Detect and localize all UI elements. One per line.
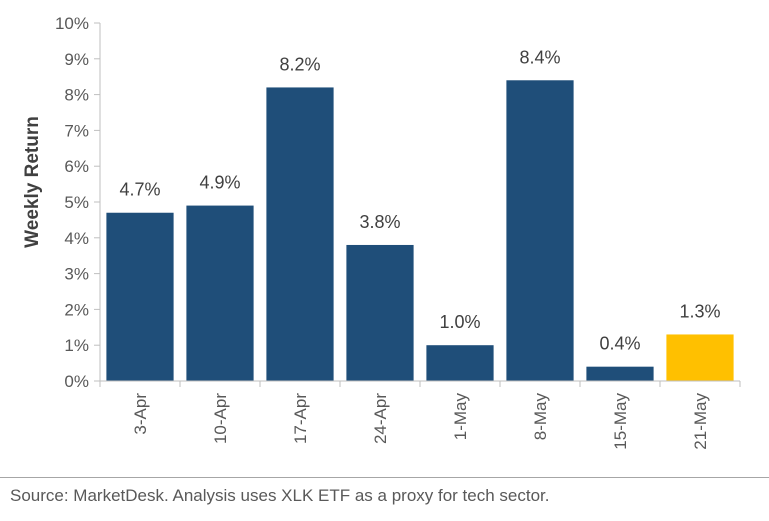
bar-chart: 0% 1% 2% 3% 4% 5% 6% 7% 8% 9% 10% 4.7% 4.9% 8.2% 3.8%… [22, 14, 741, 450]
bar-1-may [426, 345, 494, 381]
bar-15-may [586, 366, 654, 381]
bar-17-apr [266, 87, 334, 381]
footer-divider [0, 477, 769, 478]
bar-3-apr [106, 212, 174, 381]
y-axis: 0% 1% 2% 3% 4% 5% 6% 7% 8% 9% 10% [55, 14, 101, 391]
y-tick-label: 9% [64, 50, 89, 69]
y-tick-label: 0% [64, 372, 89, 391]
data-labels: 4.7% 4.9% 8.2% 3.8% 1.0% 8.4% 0.4% 1.3% [119, 47, 720, 353]
data-label: 4.9% [199, 173, 240, 193]
data-label: 4.7% [119, 180, 160, 200]
y-axis-title: Weekly Return [22, 116, 43, 248]
y-tick-label: 3% [64, 265, 89, 284]
y-tick-label: 5% [64, 193, 89, 212]
y-tick-label: 2% [64, 300, 89, 319]
x-axis: 3-Apr 10-Apr 17-Apr 24-Apr 1-May 8-May 15-May 2… [99, 380, 741, 450]
y-tick-label: 7% [64, 121, 89, 140]
x-tick-label: 3-Apr [131, 393, 150, 435]
data-label: 8.2% [279, 54, 320, 74]
bar-10-apr [186, 205, 254, 381]
data-label: 8.4% [519, 47, 560, 67]
y-tick-label: 4% [64, 229, 89, 248]
y-tick-label: 8% [64, 86, 89, 105]
x-tick-label: 21-May [691, 393, 710, 450]
data-label: 1.3% [679, 301, 720, 321]
bar-8-may [506, 80, 574, 381]
y-tick-label: 6% [64, 157, 89, 176]
bars [106, 80, 734, 381]
bar-24-apr [346, 244, 414, 381]
x-tick-label: 17-Apr [291, 393, 310, 444]
data-label: 3.8% [359, 212, 400, 232]
data-label: 1.0% [439, 312, 480, 332]
data-label: 0.4% [599, 334, 640, 354]
y-tick-label: 10% [55, 14, 89, 33]
x-tick-label: 24-Apr [371, 393, 390, 444]
x-tick-label: 15-May [611, 393, 630, 450]
y-tick-label: 1% [64, 336, 89, 355]
x-tick-label: 8-May [531, 393, 550, 441]
source-note: Source: MarketDesk. Analysis uses XLK ET… [10, 486, 550, 505]
x-tick-label: 1-May [451, 393, 470, 441]
bar-21-may [666, 334, 734, 381]
x-tick-label: 10-Apr [211, 393, 230, 444]
